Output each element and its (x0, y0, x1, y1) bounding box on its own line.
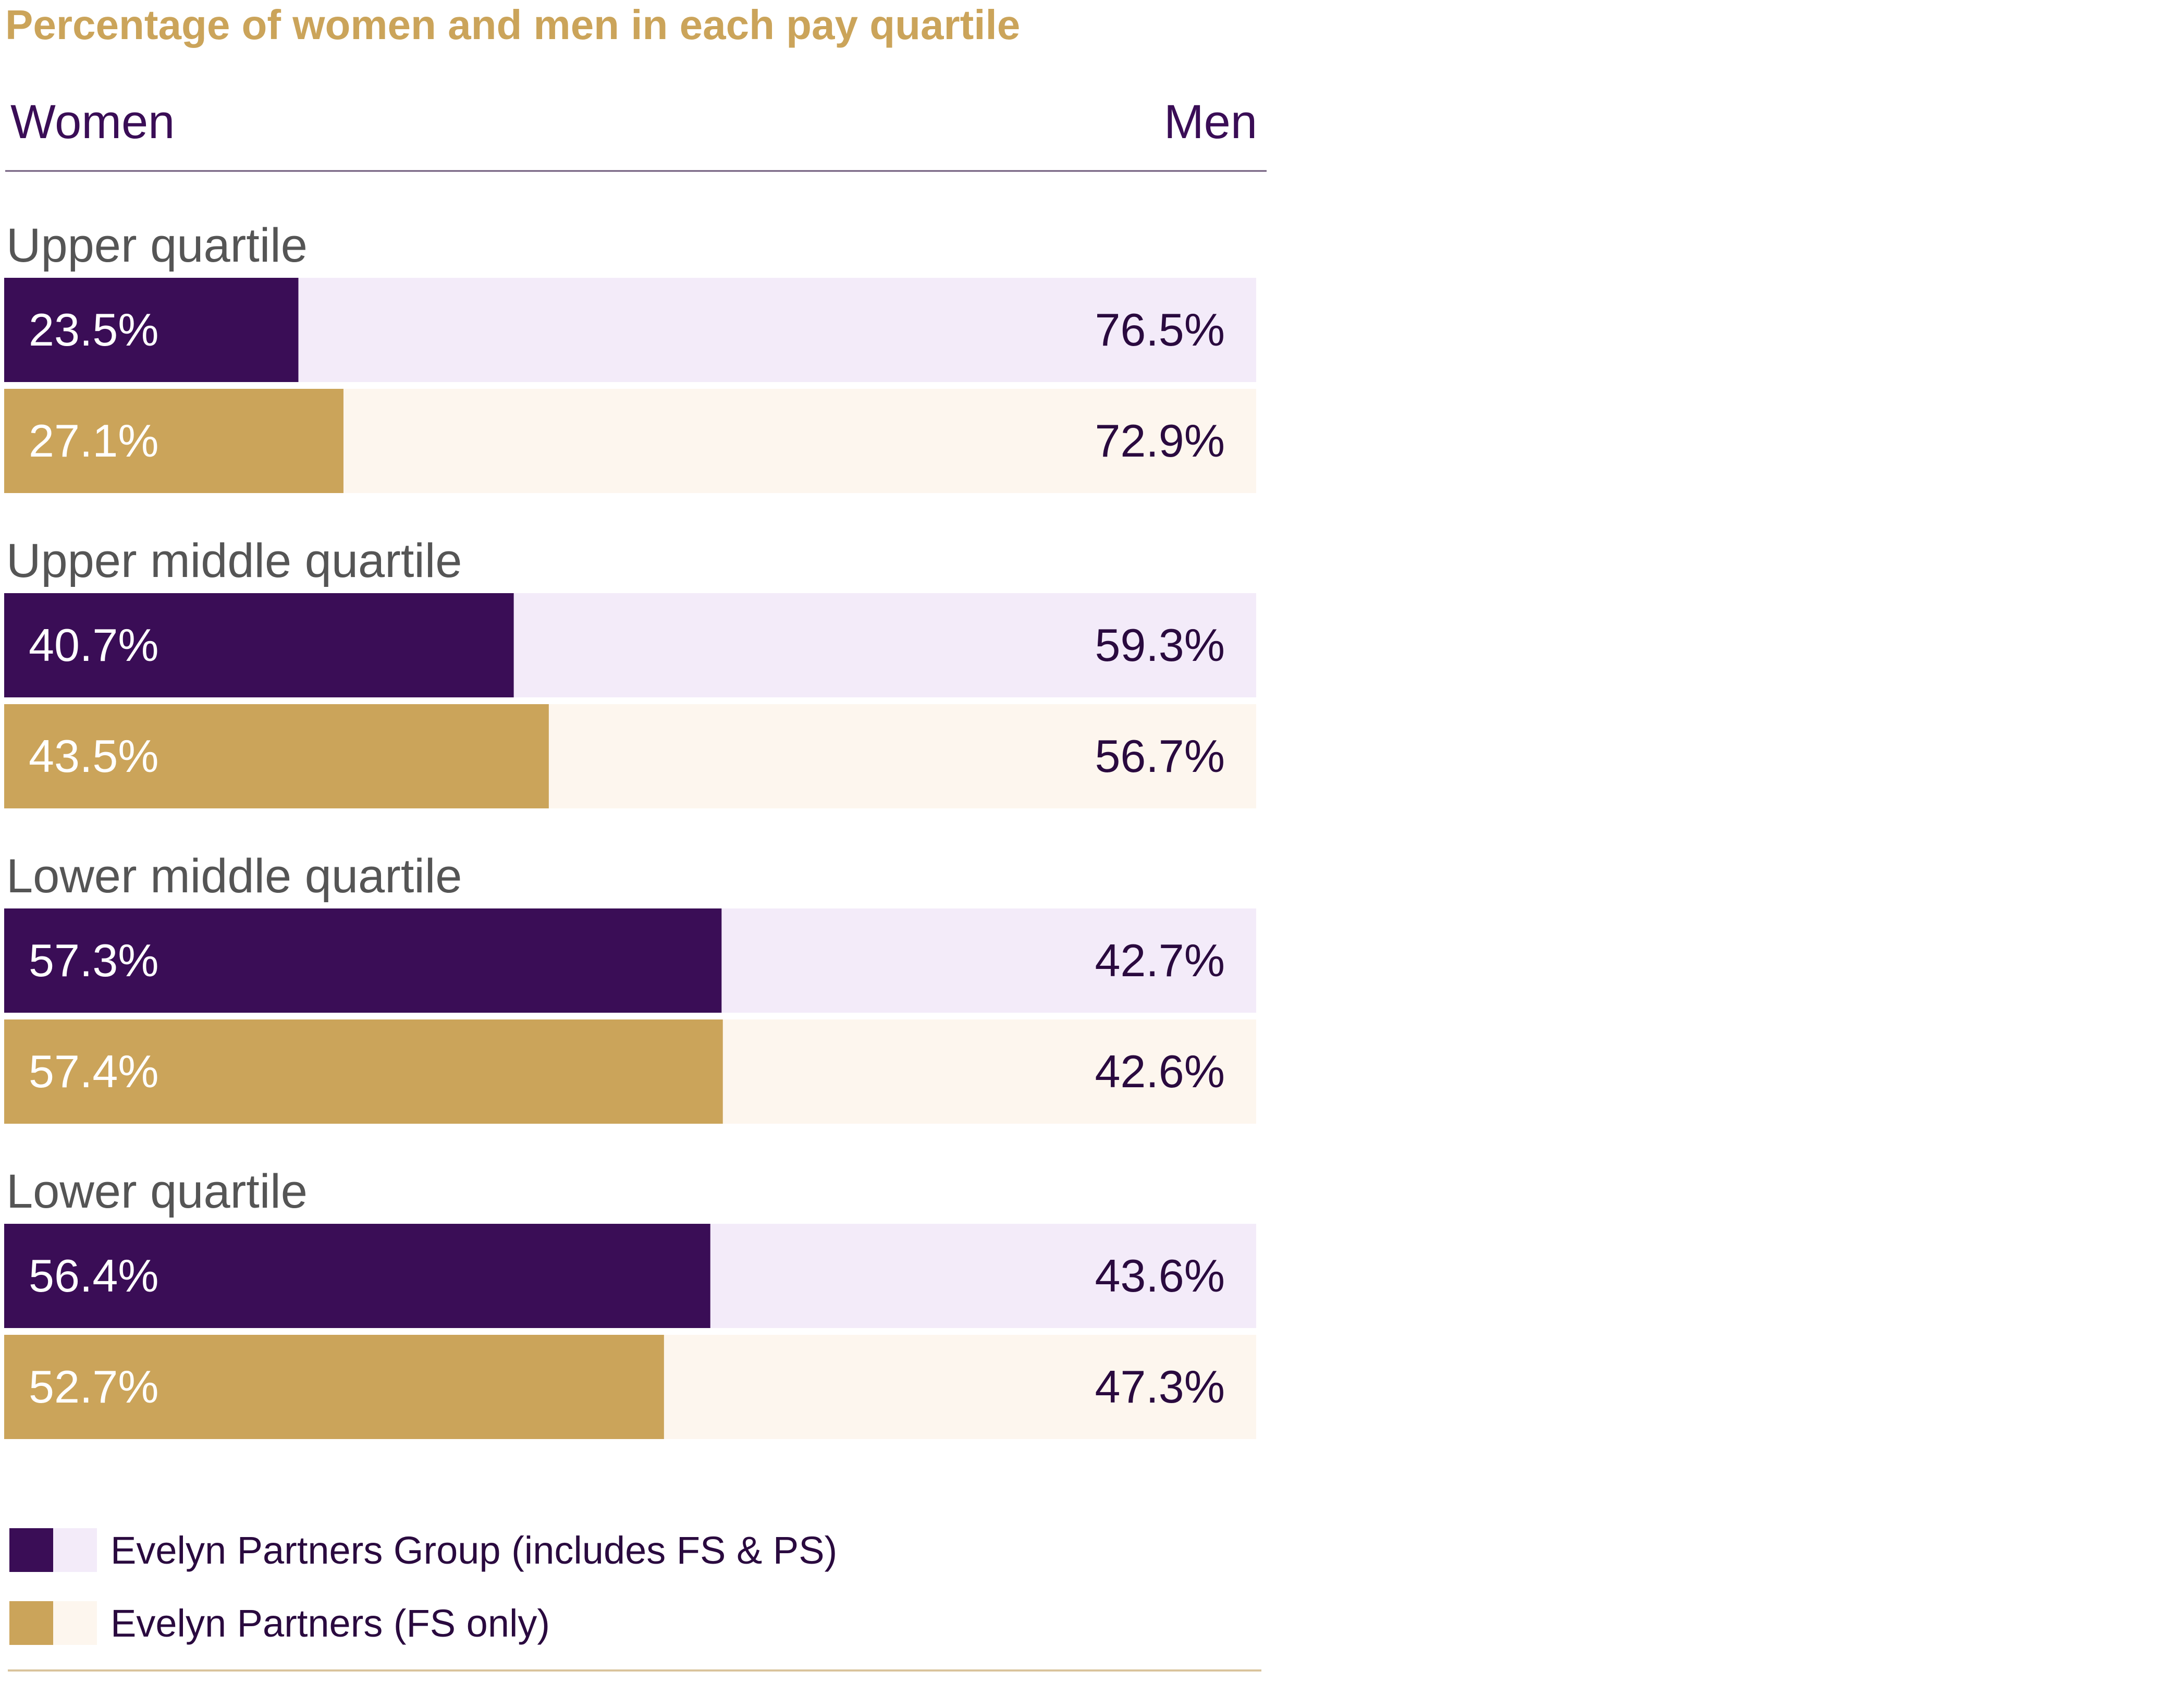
women-value-label: 57.4% (29, 1046, 159, 1097)
legend-item: Evelyn Partners (FS only) (9, 1601, 550, 1645)
quartile-group: Upper quartile 23.5% 76.5% 27.1% 72.9% (4, 219, 1256, 493)
quartile-label: Lower quartile (6, 1165, 308, 1218)
women-value-label: 23.5% (29, 304, 159, 355)
women-bar-segment (4, 1019, 723, 1124)
legend-swatch-women (9, 1528, 53, 1572)
women-bar-segment (4, 1224, 710, 1328)
chart-title: Percentage of women and men in each pay … (5, 2, 1020, 48)
quartile-label: Upper quartile (6, 219, 308, 272)
women-value-label: 43.5% (29, 730, 159, 782)
legend-swatch-men (53, 1601, 97, 1645)
women-value-label: 27.1% (29, 415, 159, 466)
legend-swatch-women (9, 1601, 53, 1645)
women-value-label: 57.3% (29, 935, 159, 986)
men-value-label: 72.9% (1095, 415, 1225, 466)
quartile-label: Upper middle quartile (6, 534, 462, 587)
women-value-label: 40.7% (29, 619, 159, 671)
women-bar-segment (4, 704, 549, 808)
men-value-label: 56.7% (1095, 730, 1225, 782)
quartile-group: Lower middle quartile 57.3% 42.7% 57.4% 42.6… (4, 850, 1256, 1124)
men-value-label: 43.6% (1095, 1250, 1225, 1301)
legend-item: Evelyn Partners Group (includes FS & PS) (9, 1528, 837, 1572)
women-bar-segment (4, 1335, 664, 1439)
women-value-label: 56.4% (29, 1250, 159, 1301)
legend-swatch-men (53, 1528, 97, 1572)
women-bar-segment (4, 278, 299, 382)
women-value-label: 52.7% (29, 1361, 159, 1412)
men-value-label: 76.5% (1095, 304, 1225, 355)
quartile-group: Upper middle quartile 40.7% 59.3% 43.5% 56.7… (4, 534, 1256, 808)
women-bar-segment (4, 908, 722, 1013)
legend-label: Evelyn Partners Group (includes FS & PS) (111, 1529, 837, 1572)
men-value-label: 42.6% (1095, 1046, 1225, 1097)
men-value-label: 42.7% (1095, 935, 1225, 986)
women-bar-segment (4, 593, 514, 697)
legend: Evelyn Partners Group (includes FS & PS)… (9, 1528, 837, 1645)
women-bar-segment (4, 389, 343, 493)
men-header: Men (1164, 95, 1257, 149)
men-value-label: 47.3% (1095, 1361, 1225, 1412)
men-value-label: 59.3% (1095, 619, 1225, 671)
quartile-label: Lower middle quartile (6, 850, 462, 903)
legend-label: Evelyn Partners (FS only) (111, 1602, 550, 1645)
women-header: Women (10, 95, 175, 149)
quartile-group: Lower quartile 56.4% 43.6% 52.7% 47.3% (4, 1165, 1256, 1439)
